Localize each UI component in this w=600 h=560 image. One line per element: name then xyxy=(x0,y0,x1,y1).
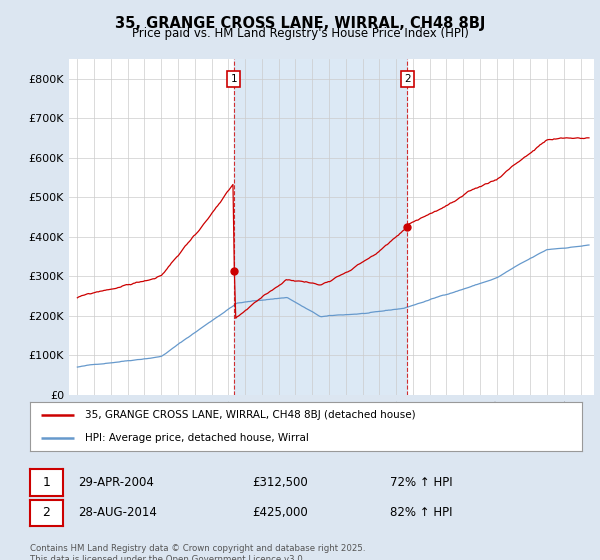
Text: 2: 2 xyxy=(43,506,50,520)
Text: 29-APR-2004: 29-APR-2004 xyxy=(78,475,154,489)
Text: £312,500: £312,500 xyxy=(252,475,308,489)
Text: Contains HM Land Registry data © Crown copyright and database right 2025.
This d: Contains HM Land Registry data © Crown c… xyxy=(30,544,365,560)
Text: 28-AUG-2014: 28-AUG-2014 xyxy=(78,506,157,520)
Text: 2: 2 xyxy=(404,74,410,84)
Text: £425,000: £425,000 xyxy=(252,506,308,520)
Text: 1: 1 xyxy=(230,74,237,84)
Text: 72% ↑ HPI: 72% ↑ HPI xyxy=(390,475,452,489)
Bar xyxy=(234,59,407,395)
Text: 35, GRANGE CROSS LANE, WIRRAL, CH48 8BJ (detached house): 35, GRANGE CROSS LANE, WIRRAL, CH48 8BJ … xyxy=(85,410,416,421)
Text: HPI: Average price, detached house, Wirral: HPI: Average price, detached house, Wirr… xyxy=(85,433,309,444)
Text: 35, GRANGE CROSS LANE, WIRRAL, CH48 8BJ: 35, GRANGE CROSS LANE, WIRRAL, CH48 8BJ xyxy=(115,16,485,31)
Text: Price paid vs. HM Land Registry's House Price Index (HPI): Price paid vs. HM Land Registry's House … xyxy=(131,27,469,40)
Text: 1: 1 xyxy=(43,475,50,489)
Text: 82% ↑ HPI: 82% ↑ HPI xyxy=(390,506,452,520)
